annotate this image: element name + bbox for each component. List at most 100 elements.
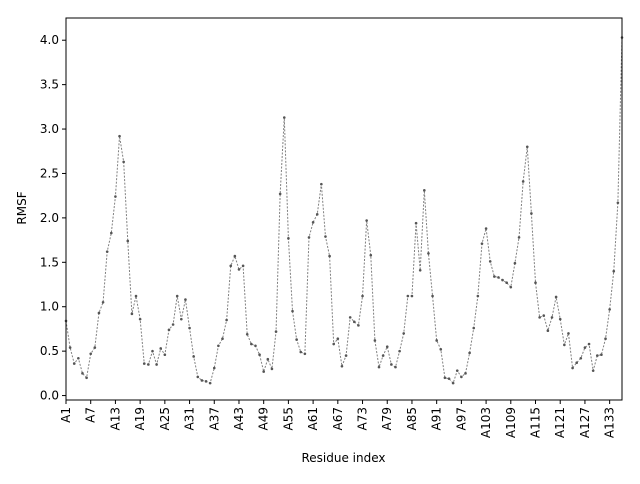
x-tick-label: A43 (232, 407, 246, 430)
data-point (579, 356, 583, 360)
data-point (151, 349, 154, 353)
x-tick-label: A61 (306, 407, 320, 430)
data-point (229, 264, 233, 268)
y-tick-label: 2.0 (40, 211, 59, 225)
data-point (167, 328, 171, 332)
data-point (402, 332, 406, 335)
data-point (348, 316, 352, 319)
data-point (274, 330, 278, 333)
x-tick-label: A49 (257, 407, 271, 430)
data-point (530, 212, 533, 215)
y-tick-label: 4.0 (40, 33, 59, 47)
data-point (517, 236, 521, 239)
data-point (262, 370, 265, 373)
data-point (472, 326, 476, 330)
data-point (460, 375, 463, 379)
data-point (501, 278, 504, 282)
data-point (155, 363, 158, 366)
data-point (250, 342, 253, 346)
data-point (480, 242, 484, 245)
data-point (554, 295, 558, 299)
data-point (311, 221, 315, 224)
data-point (435, 339, 438, 342)
data-point (612, 269, 616, 273)
x-tick-label: A67 (331, 407, 345, 430)
data-point (89, 352, 93, 356)
data-point (398, 349, 401, 353)
data-point (505, 281, 508, 285)
data-point (488, 260, 492, 263)
data-point (431, 294, 434, 298)
data-point (484, 227, 488, 230)
data-point (534, 281, 537, 285)
x-tick-label: A85 (405, 407, 419, 430)
x-tick-label: A55 (281, 407, 295, 430)
data-point (163, 353, 167, 356)
data-point (134, 294, 138, 298)
data-point (563, 343, 566, 347)
data-point (241, 264, 245, 268)
x-tick-label: A7 (84, 407, 98, 423)
x-tick-label: A25 (158, 407, 172, 430)
data-point (608, 308, 611, 311)
data-point (567, 332, 570, 335)
y-tick-label: 1.0 (40, 300, 59, 314)
y-tick-label: 3.0 (40, 122, 59, 136)
data-point (493, 275, 496, 278)
rmsf-series-line (65, 37, 623, 385)
data-point (307, 236, 311, 239)
data-point (381, 354, 385, 357)
x-tick-label: A1 (59, 407, 73, 423)
plot-frame (65, 17, 623, 401)
data-point (587, 342, 591, 346)
data-point (406, 294, 410, 298)
data-point (118, 134, 121, 138)
data-point (550, 316, 554, 319)
data-point (451, 381, 455, 385)
data-point (324, 235, 327, 238)
data-point (110, 231, 113, 235)
data-point (575, 361, 578, 364)
x-tick-label: A13 (108, 407, 122, 430)
data-point (180, 317, 183, 321)
x-tick-label: A91 (430, 407, 444, 430)
data-point (196, 375, 200, 379)
plot-area (64, 36, 624, 385)
data-point (114, 195, 117, 198)
x-tick-label: A31 (183, 407, 197, 430)
data-point (369, 253, 373, 257)
y-tick-label: 3.5 (40, 78, 59, 92)
data-point (97, 311, 101, 315)
data-point (439, 348, 443, 351)
data-point (353, 320, 356, 324)
data-point (423, 189, 426, 192)
data-point (142, 362, 146, 365)
data-point (221, 337, 224, 341)
data-point (192, 355, 195, 358)
data-point (357, 324, 360, 327)
y-tick-label: 2.5 (40, 166, 59, 180)
data-point (188, 326, 191, 330)
data-point (583, 346, 587, 349)
data-point (233, 254, 237, 258)
data-point (126, 239, 130, 243)
data-point (122, 160, 125, 164)
data-point (336, 337, 340, 341)
data-point (303, 352, 307, 356)
data-point (361, 294, 364, 298)
data-point (546, 329, 550, 333)
data-point (138, 317, 142, 321)
data-point (258, 353, 261, 356)
data-point (159, 347, 163, 350)
data-point (394, 365, 397, 369)
data-point (93, 346, 97, 349)
x-tick-label: A97 (454, 407, 468, 430)
y-tick-label: 0.0 (40, 389, 59, 403)
axes: 0.0 0.5 1.0 1.5 2.0 2.5 3.0 3.5 4.0 A1 A7 A13 A19 A25… (40, 17, 623, 438)
x-axis-label: Residue index (301, 451, 385, 465)
data-point (315, 213, 319, 216)
data-point (513, 261, 517, 265)
data-point (600, 353, 603, 356)
data-point (571, 366, 574, 370)
